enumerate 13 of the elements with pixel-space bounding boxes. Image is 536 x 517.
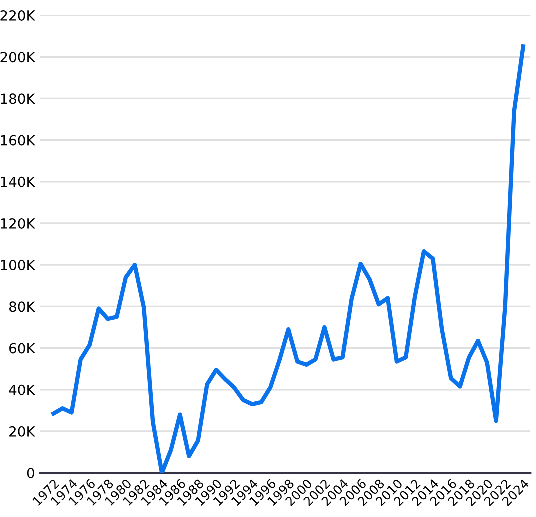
y-tick-label: 100K [1, 260, 36, 271]
y-tick-label: 40K [9, 384, 36, 396]
y-tick-label: 200K [0, 52, 36, 63]
y-tick-label: 180K [1, 94, 36, 104]
y-tick-label: 0 [27, 468, 34, 479]
line-series [52, 44, 526, 474]
y-tick-label: 160K [1, 135, 36, 146]
y-tick-label: 80K [10, 302, 36, 312]
y-tick-label: 20K [10, 426, 36, 437]
y-tick-label: 60K [10, 343, 36, 354]
y-tick-label: 220K [0, 10, 36, 21]
y-tick-label: 140K [1, 176, 36, 188]
y-tick-label: 120K [1, 218, 36, 229]
